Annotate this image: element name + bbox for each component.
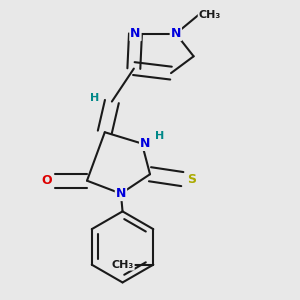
Text: N: N	[116, 187, 126, 200]
Text: CH₃: CH₃	[199, 10, 221, 20]
Text: S: S	[187, 172, 196, 186]
Text: N: N	[171, 27, 181, 40]
Text: H: H	[155, 131, 164, 141]
Text: H: H	[91, 93, 100, 103]
Text: N: N	[140, 137, 150, 150]
Text: O: O	[41, 174, 52, 187]
Text: N: N	[130, 27, 141, 40]
Text: CH₃: CH₃	[112, 260, 134, 270]
